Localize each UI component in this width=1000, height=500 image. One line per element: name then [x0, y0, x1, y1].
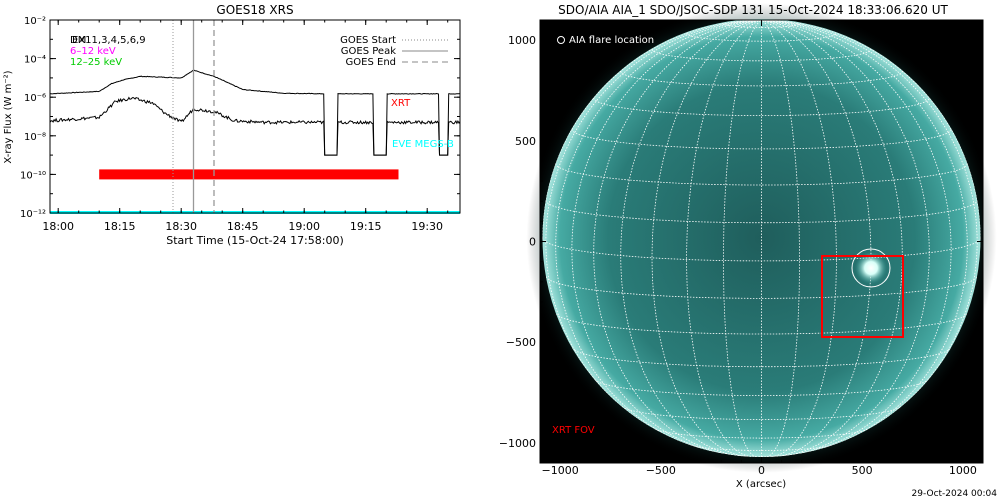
goes-x-tick-label: 18:45 — [227, 220, 259, 233]
legend-goes-peak: GOES Peak — [341, 46, 396, 57]
goes-y-tick-label: 10⁻⁸ — [24, 132, 46, 143]
goes-flux-series-1 — [49, 69, 461, 156]
goes-xrs-chart: GOES18 XRS 18:00 18:15 18:30 18:45 19:00 19:1… — [3, 3, 461, 247]
xrt-fov-box — [821, 255, 904, 338]
flare-legend-label: AIA flare location — [569, 35, 654, 46]
goes-y-tick-label: 10⁻¹² — [20, 209, 46, 220]
longitude-grid-line — [761, 19, 952, 454]
aia-x-tick-label: −1000 — [542, 464, 579, 477]
goes-overlay-label-ex: EX11,3,4,5,6,9 — [72, 35, 146, 46]
longitude-grid-line — [761, 19, 978, 426]
xrt-coverage-bar — [99, 169, 399, 180]
goes-y-tick-label: 10⁻¹⁰ — [20, 170, 46, 181]
goes-flux-series-2 — [49, 96, 461, 156]
latitude-grid-line — [571, 348, 952, 368]
aia-y-tick-label: −500 — [506, 336, 536, 349]
footer-date: 29-Oct-2024 00:04 — [912, 489, 998, 499]
longitude-grid-line — [761, 19, 837, 457]
latitude-grid-line — [654, 428, 869, 439]
legend-goes-end: GOES End — [346, 57, 396, 68]
flare-location-circle — [851, 248, 891, 288]
longitude-grid-line — [761, 19, 981, 239]
goes-y-axis-label: X-ray Flux (W m⁻²) — [3, 70, 14, 163]
goes-x-axis-label: Start Time (15-Oct-24 17:58:00) — [166, 234, 344, 247]
aia-y-tick-label: 0 — [529, 236, 536, 249]
aia-x-tick-label: 1000 — [949, 464, 977, 477]
longitude-grid-line — [761, 19, 872, 457]
longitude-grid-line — [723, 19, 762, 457]
goes-y-tick-label: 10⁻² — [24, 16, 46, 27]
goes-y-tick-label: 10⁻⁴ — [24, 55, 46, 66]
latitude-grid-line — [545, 276, 978, 299]
aia-x-tick-label: −500 — [646, 464, 676, 477]
goes-overlay-label-dm: DM — [70, 35, 86, 46]
longitude-grid-line — [686, 19, 762, 457]
flare-legend-icon — [557, 36, 565, 44]
longitude-grid-line — [571, 19, 762, 454]
latitude-grid-line — [571, 128, 952, 150]
aia-image-panel: SDO/AIA AIA_1 SDO/JSOC-SDP 131 15-Oct-20… — [500, 3, 998, 499]
longitude-grid-line — [651, 19, 762, 457]
aia-y-tick-label: −1000 — [500, 437, 536, 450]
aia-x-axis-label: X (arcsec) — [736, 479, 786, 490]
longitude-grid-line — [620, 19, 762, 457]
goes-x-tick-label: 18:15 — [104, 220, 136, 233]
flare-bright-spot — [855, 252, 887, 284]
goes-y-tick-label: 10⁻⁶ — [24, 93, 46, 104]
goes-energy-label-6-12: 6–12 keV — [70, 46, 116, 57]
longitude-grid-line — [761, 19, 968, 448]
aia-y-tick-label: 500 — [515, 135, 536, 148]
longitude-grid-line — [761, 19, 800, 457]
xrt-bar-label: XRT — [391, 98, 411, 109]
aia-x-tick-label: 500 — [852, 464, 873, 477]
aia-y-tick-label: 1000 — [508, 34, 536, 47]
goes-x-tick-label: 19:15 — [350, 220, 382, 233]
xrt-fov-label: XRT FOV — [552, 425, 595, 436]
legend-goes-start: GOES Start — [340, 35, 396, 46]
longitude-grid-line — [761, 19, 930, 456]
longitude-grid-line — [555, 19, 762, 448]
goes-x-tick-label: 19:00 — [288, 220, 320, 233]
latitude-grid-line — [621, 406, 902, 420]
goes-x-tick-label: 18:00 — [42, 220, 74, 233]
longitude-grid-line — [545, 19, 762, 426]
longitude-grid-line — [761, 19, 903, 457]
goes-legend: GOES Start GOES Peak GOES End — [340, 35, 448, 68]
longitude-grid-line — [542, 19, 762, 239]
goes-chart-title: GOES18 XRS — [216, 3, 293, 17]
longitude-grid-line — [593, 19, 762, 456]
goes-energy-label-12-25: 12–25 keV — [70, 57, 122, 68]
eve-bar-label: EVE MEGS-B — [392, 139, 454, 150]
goes-x-tick-label: 18:30 — [165, 220, 197, 233]
aia-x-tick-label: 0 — [758, 464, 765, 477]
goes-x-tick-label: 19:30 — [411, 220, 443, 233]
